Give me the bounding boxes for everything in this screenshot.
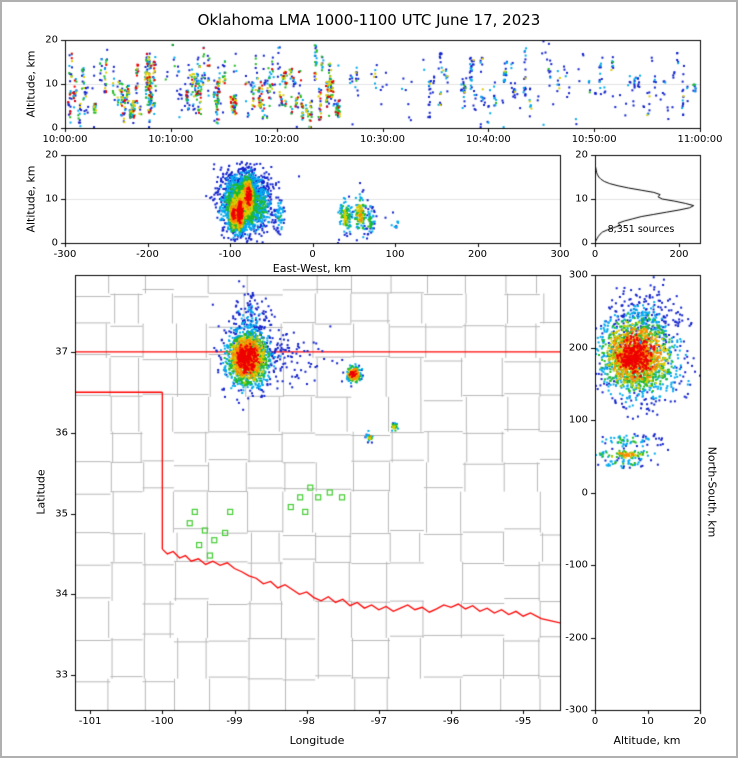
tick-label: -98 <box>298 716 315 727</box>
tick-label: 20 <box>45 149 58 161</box>
axis-label-north-south: North-South, km <box>705 446 719 538</box>
axis-label-altitude-ns-panel: Altitude, km <box>613 734 681 747</box>
tick-label: 100 <box>568 414 588 426</box>
tick-label: 10 <box>45 193 58 205</box>
tick-label: -96 <box>442 716 460 727</box>
tick-label: 300 <box>550 249 570 260</box>
tick-label: 33 <box>55 669 68 681</box>
tick-label: 11:00:00 <box>677 134 723 145</box>
tick-label: 200 <box>669 249 689 260</box>
tick-label: -200 <box>136 249 159 260</box>
tick-label: 10:00:00 <box>42 134 88 145</box>
tick-label: 10:40:00 <box>465 134 511 145</box>
tick-label: -100 <box>565 559 588 571</box>
tick-label: -300 <box>565 704 588 716</box>
tick-label: 10:30:00 <box>360 134 405 145</box>
tick-label: 10:50:00 <box>571 134 617 145</box>
tick-label: 20 <box>45 34 58 46</box>
tick-label: 10 <box>641 716 654 727</box>
axis-label-east-west: East-West, km <box>272 262 352 275</box>
tick-label: 300 <box>568 269 588 281</box>
tick-label: 34 <box>55 588 68 600</box>
tick-label: 100 <box>385 249 405 260</box>
tick-label: -97 <box>370 716 388 727</box>
tick-label: 0 <box>581 487 588 498</box>
tick-label: -100 <box>218 249 242 260</box>
tick-label: 20 <box>693 716 707 727</box>
figure-title: Oklahoma LMA 1000-1100 UTC June 17, 2023 <box>197 11 541 29</box>
axis-label-altitude-ew-panel: Altitude, km <box>24 165 38 233</box>
tick-label: -95 <box>515 716 532 727</box>
tick-label: 0 <box>51 237 58 249</box>
tick-label: 10:20:00 <box>254 134 300 145</box>
tick-label: 200 <box>467 249 488 260</box>
tick-label: -101 <box>78 716 102 727</box>
tick-label: -300 <box>53 249 77 260</box>
tick-label: 10 <box>45 78 58 90</box>
tick-label: -100 <box>150 716 174 727</box>
tick-label: 0 <box>309 249 316 260</box>
tick-label: -99 <box>226 716 243 727</box>
axis-label-longitude: Longitude <box>289 734 345 747</box>
tick-label: 10:10:00 <box>148 134 194 145</box>
tick-label: -200 <box>565 632 588 643</box>
source-count-annotation: 8,351 sources <box>607 224 675 235</box>
tick-label: 0 <box>591 716 599 727</box>
tick-label: 0 <box>591 249 599 260</box>
tick-label: 35 <box>55 508 68 520</box>
tick-label: 20 <box>575 149 588 161</box>
tick-label: 200 <box>568 342 588 353</box>
tick-label: 10 <box>575 193 588 205</box>
tick-label: 0 <box>51 122 58 134</box>
tick-label: 36 <box>55 427 68 439</box>
tick-label: 0 <box>581 237 588 249</box>
tick-label: 37 <box>55 346 68 358</box>
axis-label-latitude: Latitude <box>34 469 48 515</box>
axis-label-altitude-time-panel: Altitude, km <box>24 50 38 118</box>
